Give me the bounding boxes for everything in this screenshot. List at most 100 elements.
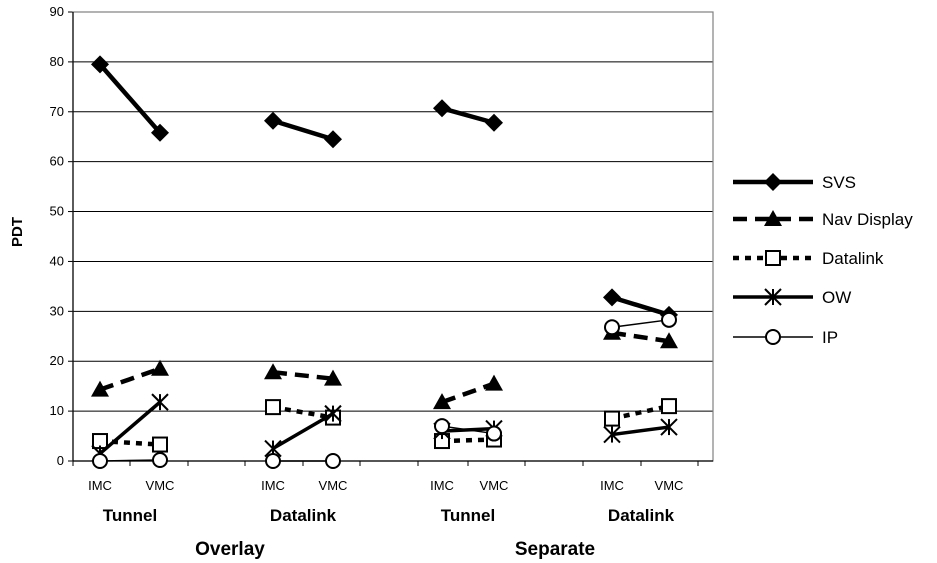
- x-tick-label: VMC: [655, 478, 684, 493]
- data-point: [603, 425, 621, 444]
- y-axis-title: PDT: [9, 217, 26, 247]
- circle-marker: [486, 425, 502, 442]
- data-point: [434, 418, 450, 435]
- data-point: [433, 99, 451, 118]
- series-segment: [611, 403, 670, 421]
- series-segment: [611, 295, 670, 317]
- diamond-marker: [433, 99, 451, 118]
- y-tick-label: 60: [50, 154, 64, 169]
- format-group-label: Overlay: [195, 539, 265, 560]
- series-segment: [98, 400, 162, 455]
- data-point: [485, 113, 503, 132]
- legend-label: Nav Display: [822, 210, 913, 229]
- series-segment: [272, 412, 334, 451]
- series-svs: [91, 55, 678, 324]
- data-point: [661, 311, 677, 328]
- data-point: [604, 319, 620, 336]
- triangle-marker: [264, 363, 282, 380]
- circle-marker: [92, 453, 108, 469]
- data-point: [91, 55, 109, 74]
- series-segment: [611, 319, 670, 329]
- data-point: [325, 453, 341, 469]
- series-segment: [272, 369, 334, 381]
- triangle-marker: [91, 380, 109, 397]
- data-point: [91, 380, 109, 397]
- legend-label: SVS: [822, 173, 856, 192]
- display-group-label: Tunnel: [441, 506, 495, 525]
- data-point: [265, 453, 281, 469]
- legend-label: OW: [822, 288, 851, 307]
- y-tick-label: 70: [50, 104, 64, 119]
- triangle-marker: [433, 393, 451, 410]
- x-tick-label: IMC: [430, 478, 454, 493]
- series-lines: [91, 55, 678, 469]
- diamond-marker: [151, 123, 169, 142]
- series-ow: [91, 393, 678, 463]
- triangle-marker: [151, 359, 169, 376]
- data-point: [603, 288, 621, 307]
- diamond-marker: [91, 55, 109, 74]
- data-point: [152, 436, 168, 453]
- y-tick-label: 10: [50, 403, 64, 418]
- diamond-marker: [324, 130, 342, 149]
- axes: [68, 11, 714, 466]
- x-tick-label: VMC: [146, 478, 175, 493]
- data-point: [324, 130, 342, 149]
- series-segment: [611, 330, 670, 344]
- series-segment: [441, 106, 495, 125]
- data-point: [324, 369, 342, 386]
- legend-marker: [764, 288, 782, 306]
- legend-label: IP: [822, 328, 838, 347]
- square-marker: [604, 410, 620, 427]
- data-point: [151, 123, 169, 142]
- triangle-marker: [485, 374, 503, 391]
- display-group-label: Tunnel: [103, 506, 157, 525]
- legend-marker: [765, 329, 781, 345]
- series-ip: [92, 311, 677, 469]
- y-tick-label: 20: [50, 353, 64, 368]
- circle-marker: [265, 453, 281, 469]
- diamond-marker: [764, 173, 782, 191]
- y-tick-label: 30: [50, 303, 64, 318]
- data-point: [661, 398, 677, 415]
- series-datalink: [92, 398, 677, 453]
- x-tick-label: IMC: [600, 478, 624, 493]
- data-point: [151, 393, 169, 411]
- data-point: [660, 418, 678, 436]
- series-segment: [99, 459, 161, 462]
- series-segment: [98, 62, 162, 135]
- data-point: [604, 410, 620, 427]
- series-segment: [99, 438, 161, 447]
- data-point: [92, 453, 108, 469]
- data-point: [433, 393, 451, 410]
- x-tick-label: VMC: [480, 478, 509, 493]
- x-tick-label: VMC: [319, 478, 348, 493]
- triangle-marker: [764, 210, 782, 226]
- triangle-marker: [660, 332, 678, 349]
- data-point: [264, 363, 282, 380]
- data-point: [485, 374, 503, 391]
- series-segment: [99, 366, 161, 392]
- series-segment: [611, 425, 670, 437]
- series-segment: [441, 381, 495, 405]
- data-point: [265, 399, 281, 416]
- circle-marker: [604, 319, 620, 336]
- square-marker: [765, 250, 781, 266]
- legend-marker: [764, 210, 782, 226]
- diamond-marker: [485, 113, 503, 132]
- series-segment: [272, 118, 334, 142]
- axis-labels: 0 10 20 30 40 50 60 70 80 90 IMC VMC IMC VMC IMC VMC IMC…: [50, 4, 684, 560]
- circle-marker: [661, 311, 677, 328]
- data-point: [660, 332, 678, 349]
- series-segment: [441, 437, 495, 444]
- x-tick-label: IMC: [261, 478, 285, 493]
- data-point: [264, 111, 282, 130]
- legend-marker: [765, 250, 781, 266]
- legend-marker: [764, 173, 782, 191]
- circle-marker: [325, 453, 341, 469]
- format-group-label: Separate: [515, 539, 595, 560]
- data-point: [151, 359, 169, 376]
- series-nav-display: [91, 323, 678, 410]
- diamond-marker: [264, 111, 282, 130]
